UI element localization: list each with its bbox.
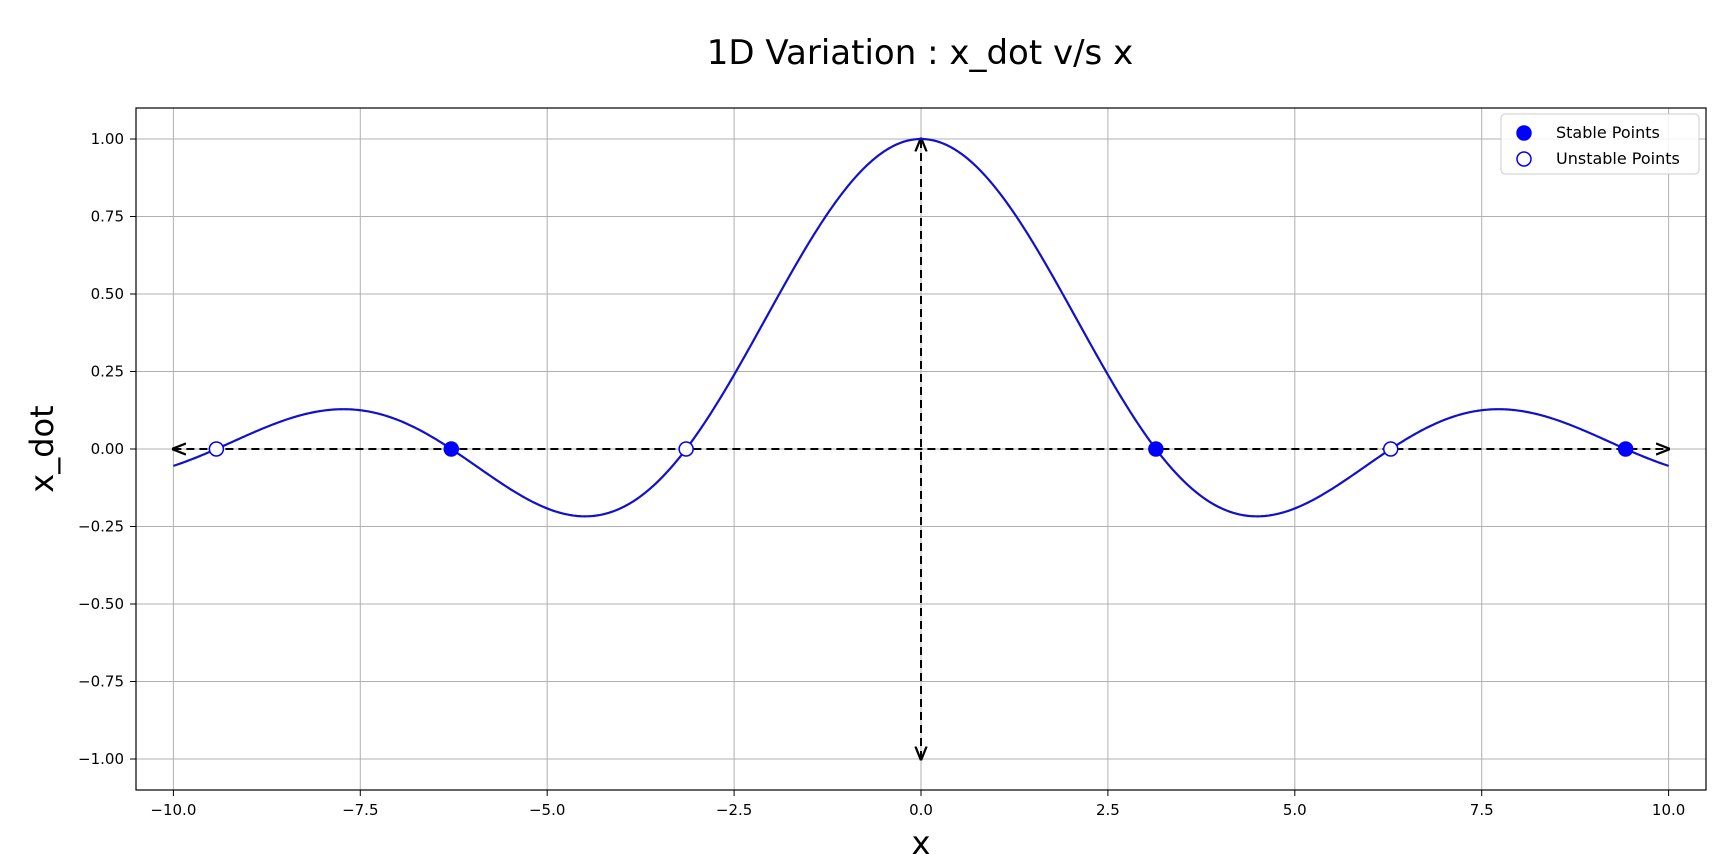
y-tick-label: 0.00 <box>91 440 124 458</box>
y-tick-label: −1.00 <box>78 750 124 768</box>
unstable-point <box>1382 441 1399 457</box>
y-tick-label: −0.50 <box>78 595 124 613</box>
x-tick-label: 7.5 <box>1470 801 1494 819</box>
unstable-point <box>678 441 694 457</box>
function-curve <box>173 137 1669 518</box>
legend-label: Stable Points <box>1556 123 1660 142</box>
y-tick-label: 1.00 <box>91 130 124 148</box>
y-tick-label: −0.75 <box>78 673 124 691</box>
x-axis-label: x <box>912 824 931 854</box>
x-tick-label: −5.0 <box>529 801 565 819</box>
x-tick-label: 2.5 <box>1096 801 1120 819</box>
y-tick-label: 0.25 <box>91 363 124 381</box>
y-axis-label: x_dot <box>23 405 61 492</box>
x-tick-label: 5.0 <box>1283 801 1307 819</box>
axes <box>173 139 1668 759</box>
x-tick-label: −10.0 <box>150 801 196 819</box>
legend-label: Unstable Points <box>1556 149 1680 168</box>
unstable-point <box>208 441 225 457</box>
x-tick-label: −7.5 <box>342 801 378 819</box>
legend-marker-stable <box>1516 125 1532 141</box>
stable-point <box>1617 441 1634 457</box>
legend-box <box>1500 113 1700 175</box>
x-tick-label: −2.5 <box>716 801 752 819</box>
stable-point <box>1148 441 1164 457</box>
x-tick-label: 0.0 <box>909 801 933 819</box>
ticks: −10.0 −7.5 −5.0 −2.5 0.0 2.5 5.0 7.5 10.0 −1.00 −0… <box>78 130 1685 819</box>
y-tick-label: 0.75 <box>91 208 124 226</box>
curve-layer <box>173 137 1669 518</box>
legend: Stable Points Unstable Points <box>1500 113 1700 175</box>
points-layer <box>208 441 1634 457</box>
stable-point <box>443 441 460 457</box>
legend-marker-unstable <box>1516 151 1532 167</box>
chart-title: 1D Variation : x_dot v/s x <box>707 33 1133 73</box>
y-tick-label: 0.50 <box>91 285 124 303</box>
y-tick-label: −0.25 <box>78 518 124 536</box>
x-tick-label: 10.0 <box>1652 801 1685 819</box>
